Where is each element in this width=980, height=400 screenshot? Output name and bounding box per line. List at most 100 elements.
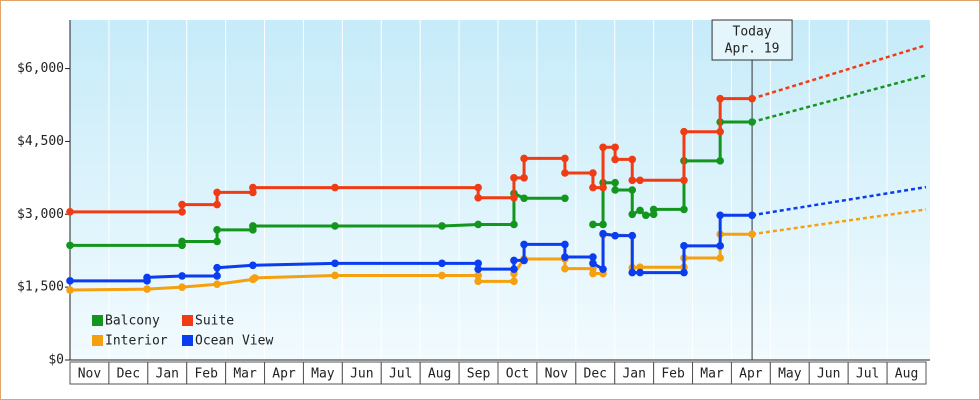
point — [66, 208, 74, 216]
point — [213, 237, 221, 246]
forecast-line — [751, 208, 927, 236]
x-tick-label: Jun — [817, 367, 840, 382]
point — [611, 231, 619, 240]
point — [589, 269, 597, 278]
point — [636, 206, 644, 215]
x-tick-label: Jan — [156, 367, 179, 382]
point — [249, 183, 257, 192]
x-tick-label: Dec — [584, 367, 607, 382]
point — [628, 176, 637, 185]
x-tick-label: Dec — [117, 367, 140, 382]
point — [716, 127, 724, 136]
x-tick-label: May — [311, 367, 335, 382]
point — [178, 208, 186, 216]
point — [599, 229, 607, 238]
point — [748, 118, 756, 126]
point — [438, 222, 446, 230]
point — [636, 176, 644, 185]
x-tick-label: Jul — [856, 367, 879, 382]
point — [66, 241, 74, 250]
y-tick-label: $0 — [48, 353, 64, 368]
forecast-line — [751, 44, 927, 100]
x-tick-label: Apr — [739, 367, 763, 382]
point — [589, 259, 597, 268]
point — [474, 220, 482, 229]
point — [611, 186, 619, 194]
point — [249, 222, 257, 230]
point — [611, 155, 619, 164]
point — [331, 222, 339, 230]
point — [628, 210, 637, 219]
point — [748, 211, 756, 220]
point — [474, 259, 482, 268]
x-tick-label: Nov — [545, 367, 569, 382]
forecast-line — [751, 185, 927, 217]
x-tick-label: Aug — [428, 367, 451, 382]
point — [474, 183, 482, 192]
x-tick-label: Feb — [661, 367, 685, 382]
point — [213, 263, 221, 272]
point — [589, 183, 597, 192]
y-tick-label: $6,000 — [17, 61, 64, 76]
point — [331, 259, 339, 268]
x-tick-label: Mar — [233, 367, 257, 382]
point — [510, 256, 518, 265]
point — [143, 273, 151, 282]
point — [143, 285, 151, 293]
point — [474, 265, 482, 273]
point — [589, 169, 597, 177]
point — [716, 242, 724, 250]
point — [680, 205, 688, 214]
x-tick-label: Sep — [467, 367, 491, 382]
point — [599, 143, 607, 152]
legend-label: Ocean View — [195, 334, 273, 349]
point — [561, 169, 569, 177]
x-tick-label: Jan — [622, 367, 645, 382]
x-tick-label: Nov — [78, 367, 102, 382]
point — [561, 264, 569, 273]
x-tick-label: Oct — [506, 367, 529, 382]
point — [474, 271, 482, 280]
point — [680, 268, 688, 277]
point — [561, 240, 569, 249]
point — [628, 231, 637, 240]
x-tick-label: Feb — [194, 367, 218, 382]
point — [331, 271, 339, 280]
point — [628, 155, 637, 164]
point — [561, 194, 569, 203]
point — [561, 154, 569, 163]
point — [213, 188, 221, 197]
point — [510, 220, 518, 229]
legend-swatch — [182, 315, 193, 326]
point — [636, 263, 644, 272]
point — [178, 283, 186, 291]
point — [636, 268, 644, 277]
point — [589, 253, 597, 261]
point — [599, 265, 607, 273]
point — [331, 183, 339, 192]
legend-label: Interior — [105, 334, 168, 349]
point — [716, 157, 724, 165]
point — [510, 265, 518, 273]
x-tick-label: Jun — [350, 367, 373, 382]
point — [520, 240, 528, 249]
legend-label: Suite — [195, 314, 234, 329]
point — [66, 286, 74, 294]
point — [510, 193, 518, 202]
point — [510, 174, 518, 182]
point — [561, 253, 569, 261]
series-line — [70, 97, 753, 214]
point — [249, 261, 257, 270]
point — [716, 94, 724, 103]
point — [649, 205, 658, 214]
x-tick-label: Mar — [700, 367, 724, 382]
y-tick-label: $3,000 — [17, 207, 64, 222]
x-tick-label: Apr — [272, 367, 296, 382]
point — [599, 220, 607, 229]
legend-label: Balcony — [105, 314, 160, 329]
legend-swatch — [92, 335, 103, 346]
point — [213, 272, 221, 280]
point — [178, 237, 186, 246]
x-tick-label: May — [778, 367, 802, 382]
point — [520, 194, 528, 203]
